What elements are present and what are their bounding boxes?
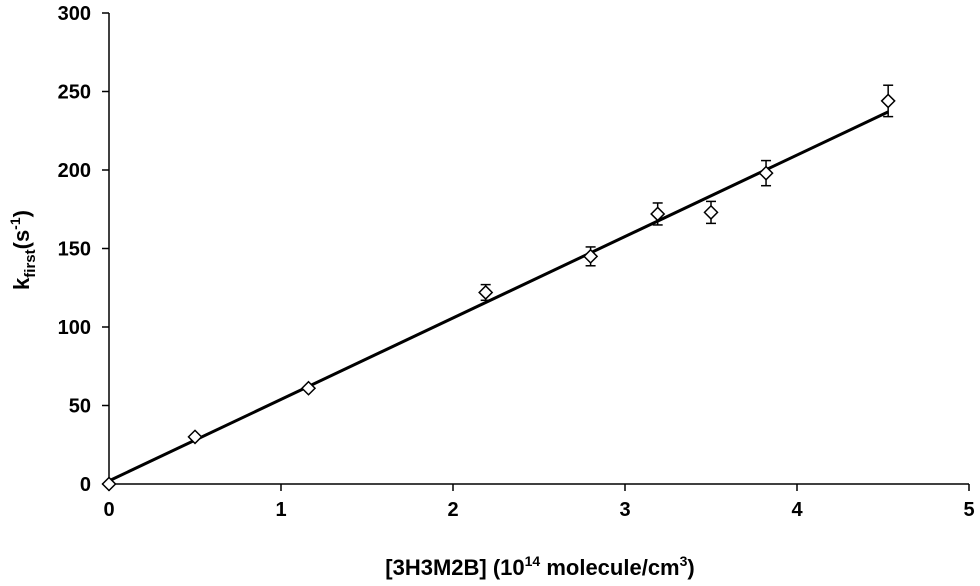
axes <box>108 13 969 485</box>
data-point-diamond <box>703 204 719 220</box>
y-tick-label: 100 <box>58 317 91 339</box>
x-tick-label: 3 <box>619 499 630 521</box>
data-point-diamond <box>880 93 896 109</box>
x-tick-label: 2 <box>447 499 458 521</box>
y-axis-title: kfirst(s-1) <box>7 210 39 290</box>
data-point-diamond <box>300 380 317 396</box>
data-point-diamond <box>101 476 117 492</box>
x-axis-title: [3H3M2B] (1014 molecule/cm3) <box>385 553 694 580</box>
y-tick-label: 300 <box>58 3 91 25</box>
x-tick-label: 4 <box>791 499 803 521</box>
y-tick-label: 200 <box>58 160 91 182</box>
data-points <box>101 84 896 492</box>
x-tick-label: 1 <box>275 499 286 521</box>
y-tick-label: 150 <box>58 239 91 261</box>
x-tick-label: 0 <box>103 499 114 521</box>
data-point-diamond <box>187 429 203 445</box>
y-tick-label: 0 <box>80 474 91 496</box>
data-point-diamond <box>478 284 494 301</box>
data-point-diamond <box>583 248 599 264</box>
fit-line-group <box>108 110 889 483</box>
y-tick-label: 250 <box>58 82 91 104</box>
x-tick-label: 5 <box>963 499 974 521</box>
data-point-diamond <box>758 165 774 181</box>
data-point-diamond <box>650 206 666 222</box>
y-tick-label: 50 <box>69 396 91 418</box>
fit-line <box>108 110 889 483</box>
